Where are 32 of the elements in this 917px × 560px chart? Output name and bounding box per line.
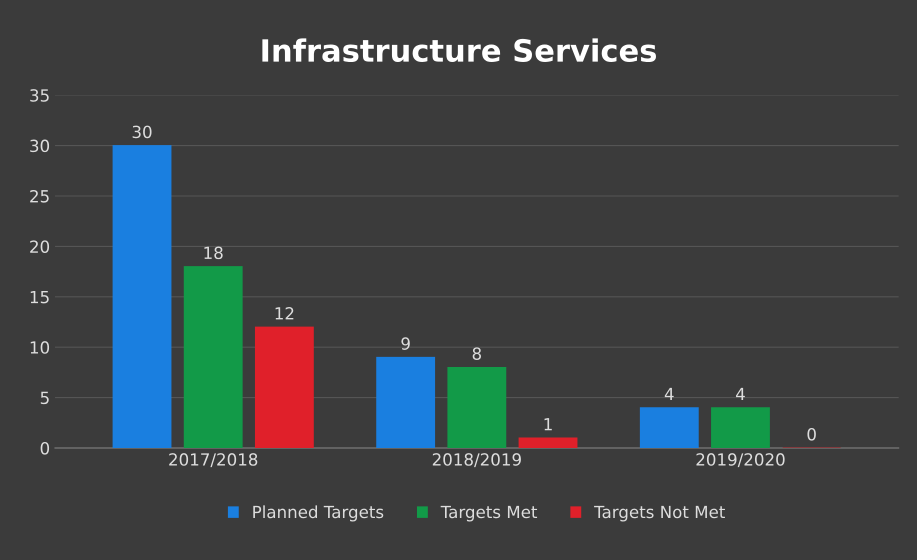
x-tick-label: 2019/2020 xyxy=(696,453,785,468)
y-tick-label: 35 xyxy=(30,89,49,102)
legend-label: Planned Targets xyxy=(253,505,384,522)
bar xyxy=(254,326,314,448)
chart-title: Infrastructure Services xyxy=(262,38,656,62)
y-tick-label: 25 xyxy=(30,190,49,203)
y-tick-label: 15 xyxy=(30,290,49,304)
data-label: 0 xyxy=(807,428,816,441)
bar xyxy=(184,266,243,448)
data-label: 9 xyxy=(401,337,410,350)
data-label: 30 xyxy=(132,126,152,138)
x-tick-label: 2017/2018 xyxy=(169,453,258,468)
data-label: 8 xyxy=(472,347,481,360)
y-tick-label: 10 xyxy=(30,341,50,354)
bar xyxy=(376,356,436,448)
x-tick-label: 2018/2019 xyxy=(432,453,521,468)
data-label: 4 xyxy=(736,388,745,400)
y-tick-label: 0 xyxy=(40,442,50,455)
bar xyxy=(112,145,172,448)
bar xyxy=(518,438,578,448)
bar xyxy=(640,407,699,448)
bar xyxy=(711,407,770,448)
data-label: 12 xyxy=(276,307,294,320)
legend-label: Targets Not Met xyxy=(594,506,725,522)
data-label: 1 xyxy=(544,418,552,430)
y-tick-label: 20 xyxy=(30,240,50,253)
bar xyxy=(447,366,506,448)
y-tick-label: 5 xyxy=(40,392,49,404)
data-label: 18 xyxy=(204,246,223,260)
y-tick-label: 30 xyxy=(30,140,50,152)
legend-label: Targets Met xyxy=(440,506,538,522)
data-label: 4 xyxy=(664,388,674,400)
